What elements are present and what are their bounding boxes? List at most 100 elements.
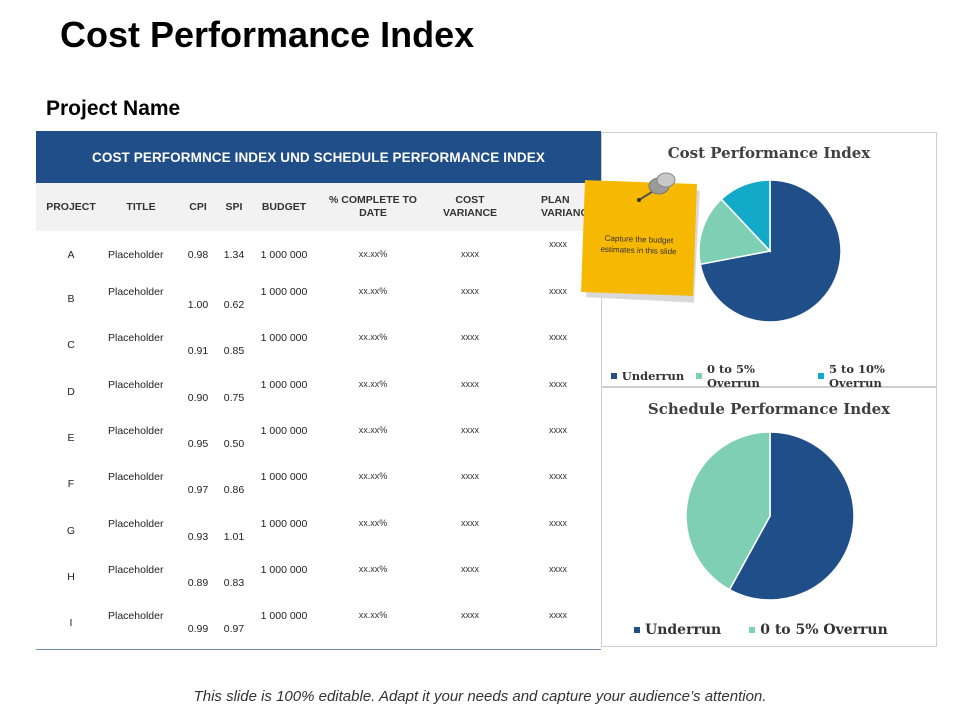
cell-budget: 1 000 000 [260,332,308,344]
sticky-note: Capture the budget estimates in this sli… [581,172,700,303]
cell-budget: 1 000 000 [260,471,308,483]
cell-budget: 1 000 000 [260,425,308,437]
pushpin-icon [637,172,676,202]
sticky-note-text: Capture the budget estimates in this sli… [600,233,677,257]
cell-plan-variance: xxxx [549,518,567,528]
cell-cost-variance: xxxx [461,379,479,389]
cell-project: D [67,386,75,398]
legend-label-0-5-overrun: 0 to 5% Overrun [760,622,888,638]
cell-cpi: 0.98 [187,249,209,261]
cell-complete: xx.xx% [358,379,388,389]
cell-cost-variance: xxxx [461,610,479,620]
pie-slice-0-to-5-overrun [685,431,771,591]
cell-cost-variance: xxxx [461,564,479,574]
cell-complete: xx.xx% [358,471,388,481]
legend-label-underrun: Underrun [621,369,685,383]
cell-cpi: 0.93 [187,531,209,543]
legend-label-underrun: Underrun [645,622,722,638]
header-plan-variance: PLAN VARIANC [541,194,589,219]
cell-plan-variance: xxxx [549,286,567,296]
header-project: PROJECT [46,201,96,213]
legend-swatch-underrun [634,627,640,633]
cell-complete: xx.xx% [358,610,388,620]
footer-note: This slide is 100% editable. Adapt it yo… [193,688,767,705]
cell-title: Placeholder [108,249,164,261]
cell-cost-variance: xxxx [461,425,479,435]
header-complete: % COMPLETE TO DATE [329,194,417,219]
table-banner: COST PERFORMNCE INDEX UND SCHEDULE PERFO… [36,131,601,183]
spi-pie-chart [685,431,855,601]
cell-title: Placeholder [108,286,164,298]
cell-plan-variance: xxxx [549,332,567,342]
cell-budget: 1 000 000 [260,249,308,261]
cell-budget: 1 000 000 [260,564,308,576]
header-cpi: CPI [189,201,207,213]
legend-label-5-10-overrun: 5 to 10% Overrun [829,362,885,390]
cell-cpi: 0.91 [187,345,209,357]
cell-spi: 0.62 [223,299,245,311]
cell-project: A [67,249,75,261]
cell-spi: 0.97 [223,623,245,635]
cell-plan-variance: xxxx [549,471,567,481]
cell-spi: 0.85 [223,345,245,357]
cell-cpi: 0.99 [187,623,209,635]
cell-cpi: 0.95 [187,438,209,450]
cell-cpi: 1.00 [187,299,209,311]
cell-project: C [67,339,75,351]
cell-spi: 0.75 [223,392,245,404]
cpi-pie-chart [698,179,842,323]
header-cost-variance: COST VARIANCE [442,194,498,219]
cell-cost-variance: xxxx [461,286,479,296]
cell-title: Placeholder [108,332,164,344]
pie-slice-0-to-5-overrun [698,198,772,266]
cell-spi: 0.50 [223,438,245,450]
spi-chart-title: Schedule Performance Index [647,400,891,418]
header-spi: SPI [225,201,243,213]
cell-plan-variance: xxxx [549,610,567,620]
cell-complete: xx.xx% [358,249,388,259]
cell-project: E [67,432,75,444]
cell-spi: 1.34 [223,249,245,261]
cell-spi: 0.83 [223,577,245,589]
spi-chart-panel: Schedule Performance Index Underrun 0 to… [601,387,937,647]
cell-cpi: 0.97 [187,484,209,496]
legend-swatch-underrun [611,373,617,379]
legend-swatch-0-5-overrun [696,373,702,379]
cell-plan-variance: xxxx [549,239,567,249]
cell-budget: 1 000 000 [260,379,308,391]
cell-title: Placeholder [108,471,164,483]
table-header-row: PROJECT TITLE CPI SPI BUDGET % COMPLETE … [36,183,601,231]
cpi-legend: Underrun 0 to 5% Overrun 5 to 10% Overru… [611,362,936,390]
cell-spi: 1.01 [223,531,245,543]
cell-project: G [66,525,76,537]
project-name-heading: Project Name [46,97,181,120]
cell-title: Placeholder [108,379,164,391]
cell-cost-variance: xxxx [461,249,479,259]
cell-budget: 1 000 000 [260,610,308,622]
cell-cpi: 0.90 [187,392,209,404]
cell-title: Placeholder [108,518,164,530]
cell-title: Placeholder [108,564,164,576]
legend-label-0-5-overrun: 0 to 5% Overrun [706,362,760,390]
cell-cost-variance: xxxx [461,332,479,342]
cpi-chart-panel: Cost Performance Index Underrun 0 to 5% … [601,132,937,390]
cell-plan-variance: xxxx [549,425,567,435]
cell-title: Placeholder [108,425,164,437]
performance-table: COST PERFORMNCE INDEX UND SCHEDULE PERFO… [36,131,601,650]
cell-cost-variance: xxxx [461,471,479,481]
legend-swatch-5-10-overrun [818,373,825,379]
cell-budget: 1 000 000 [260,518,308,530]
cell-project: H [67,571,75,583]
cell-spi: 0.86 [223,484,245,496]
cell-complete: xx.xx% [358,332,388,342]
page-title: Cost Performance Index [60,14,475,55]
cell-project: B [67,293,75,305]
cpi-chart-title: Cost Performance Index [667,144,871,162]
cell-complete: xx.xx% [358,564,388,574]
header-title: TITLE [126,201,156,213]
cell-cpi: 0.89 [187,577,209,589]
cell-budget: 1 000 000 [260,286,308,298]
cell-complete: xx.xx% [358,425,388,435]
cell-project: I [69,617,73,629]
pie-slice-5-to-10-overrun [720,179,771,253]
